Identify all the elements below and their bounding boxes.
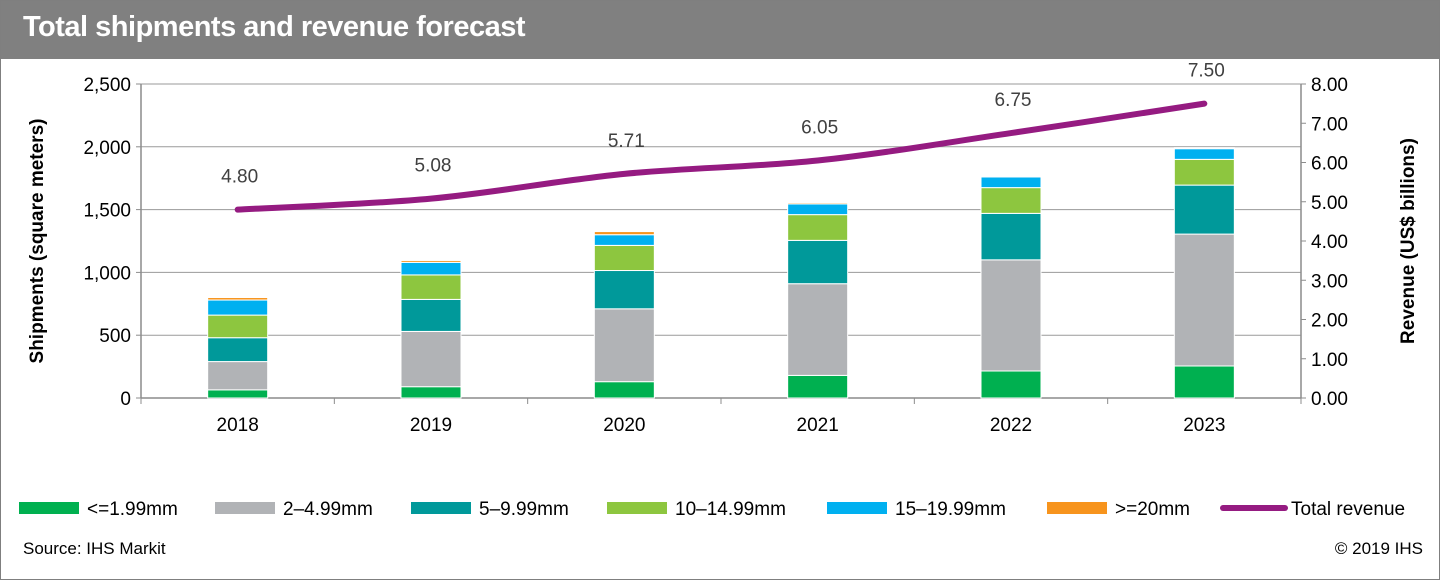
bar-segment [787, 202, 849, 205]
revenue-line [234, 100, 1208, 213]
x-tick-label: 2018 [217, 415, 259, 436]
revenue-data-label: 7.50 [1188, 61, 1225, 82]
title-bar: Total shipments and revenue forecast [1, 1, 1439, 59]
bar-segment [980, 187, 1042, 214]
bar-segment [1173, 184, 1235, 235]
revenue-data-label: 4.80 [221, 167, 258, 188]
revenue-data-label: 5.08 [415, 156, 452, 177]
bar-segment [593, 231, 655, 236]
legend-label: 2–4.99mm [283, 499, 373, 520]
x-tick-label: 2023 [1183, 415, 1225, 436]
bar-segment [787, 239, 849, 285]
bar-segment [980, 175, 1042, 178]
y-left-tick-label: 0 [120, 389, 131, 410]
legend-swatch [411, 502, 471, 514]
bar-segment [593, 308, 655, 383]
legend-swatch [1047, 502, 1107, 514]
source-note: Source: IHS Markit [23, 539, 166, 558]
y-left-tick-label: 2,500 [83, 75, 131, 96]
x-tick-label: 2020 [603, 415, 645, 436]
y-right-tick-label: 2.00 [1311, 311, 1348, 332]
y-right-tick-label: 0.00 [1311, 389, 1348, 410]
y-right-tick-label: 8.00 [1311, 75, 1348, 96]
bar-segment [1173, 233, 1235, 367]
bar-segment [207, 389, 269, 399]
bar-segment [1173, 147, 1235, 150]
legend-label: <=1.99mm [87, 499, 178, 520]
y-right-axis-title: Revenue (US$ billions) [1398, 138, 1419, 344]
bar-segment [593, 244, 655, 272]
bar-segment [980, 212, 1042, 261]
bar-segment [593, 270, 655, 310]
y-left-tick-label: 1,000 [83, 263, 131, 284]
copyright-note: © 2019 IHS [1334, 539, 1423, 558]
y-right-tick-label: 5.00 [1311, 193, 1348, 214]
bar-segment [400, 259, 462, 263]
y-right-tick-label: 4.00 [1311, 232, 1348, 253]
legend-swatch [827, 502, 887, 514]
bar-segment [980, 370, 1042, 399]
y-right-tick-label: 3.00 [1311, 271, 1348, 292]
legend-swatch [607, 502, 667, 514]
revenue-data-label: 5.71 [608, 131, 645, 152]
bar-segment [787, 203, 849, 216]
y-left-axis-title: Shipments (square meters) [27, 119, 48, 364]
bar-segment [593, 234, 655, 246]
bar-segment [207, 337, 269, 363]
bar-segment [207, 297, 269, 301]
bar-segment [400, 298, 462, 332]
bar-segment [400, 330, 462, 388]
bar-segment [400, 386, 462, 399]
y-left-tick-label: 1,500 [83, 201, 131, 222]
bar-segment [787, 214, 849, 241]
legend-label: >=20mm [1115, 499, 1190, 520]
y-right-tick-label: 1.00 [1311, 350, 1348, 371]
bar-segment [980, 176, 1042, 189]
x-tick-label: 2021 [797, 415, 839, 436]
bar-segment [1173, 148, 1235, 160]
bar-segment [1173, 158, 1235, 186]
revenue-data-label: 6.05 [801, 118, 838, 139]
bar-segment [400, 274, 462, 300]
y-left-tick-label: 500 [99, 326, 131, 347]
chart-title: Total shipments and revenue forecast [23, 11, 526, 43]
legend-label: 15–19.99mm [895, 499, 1006, 520]
legend-swatch [215, 502, 275, 514]
legend-swatch [19, 502, 79, 514]
y-right-tick-label: 6.00 [1311, 154, 1348, 175]
y-left-tick-label: 2,000 [83, 138, 131, 159]
bar-segment [593, 381, 655, 399]
bar-segment [400, 261, 462, 276]
legend-label: 10–14.99mm [675, 499, 786, 520]
legend-label: Total revenue [1291, 499, 1405, 520]
bar-segment [207, 314, 269, 339]
bar-segment [787, 283, 849, 376]
bar-segment [787, 374, 849, 399]
x-tick-label: 2019 [410, 415, 452, 436]
bar-segment [207, 361, 269, 391]
bar-segment [1173, 365, 1235, 399]
bar-segment [207, 299, 269, 316]
y-right-tick-label: 7.00 [1311, 114, 1348, 135]
x-tick-label: 2022 [990, 415, 1032, 436]
revenue-data-label: 6.75 [995, 90, 1032, 111]
bar-segment [980, 259, 1042, 372]
legend-label: 5–9.99mm [479, 499, 569, 520]
